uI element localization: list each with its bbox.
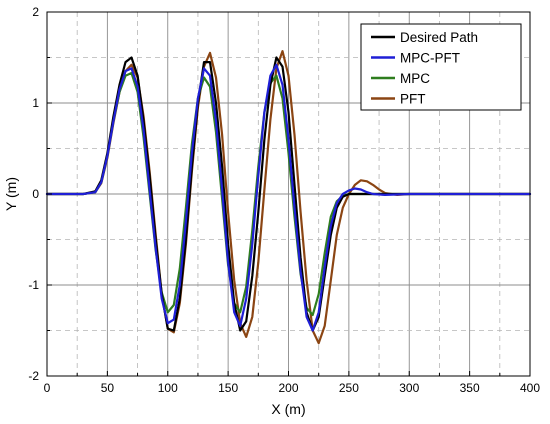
- legend-label: PFT: [400, 92, 426, 107]
- legend-label: Desired Path: [400, 30, 478, 45]
- x-tick-label: 300: [399, 381, 419, 395]
- y-tick-label: -2: [28, 369, 39, 383]
- x-tick-label: 150: [218, 381, 238, 395]
- x-tick-label: 400: [520, 381, 540, 395]
- legend-label: MPC: [400, 71, 430, 86]
- axis-ticks: 0 50 100 150 200 250 300 350 400 -2 -1 0 1 2: [28, 5, 540, 395]
- y-tick-label: 1: [32, 96, 39, 110]
- y-axis-label: Y (m): [3, 177, 19, 211]
- x-tick-label: 50: [101, 381, 115, 395]
- legend-label: MPC-PFT: [400, 51, 460, 66]
- x-tick-label: 100: [158, 381, 178, 395]
- x-tick-label: 250: [339, 381, 359, 395]
- legend-box: [360, 23, 522, 111]
- y-tick-label: 2: [32, 5, 39, 19]
- series-lines: [45, 50, 532, 345]
- x-axis-label: X (m): [271, 401, 305, 417]
- y-tick-label: -1: [28, 278, 39, 292]
- y-tick-label: 0: [32, 187, 39, 201]
- legend: Desired Path MPC-PFT MPC PFT: [360, 23, 522, 111]
- x-tick-label: 200: [278, 381, 298, 395]
- series-line-mpc-pft: [45, 63, 532, 332]
- x-tick-label: 0: [44, 381, 51, 395]
- x-tick-label: 350: [460, 381, 480, 395]
